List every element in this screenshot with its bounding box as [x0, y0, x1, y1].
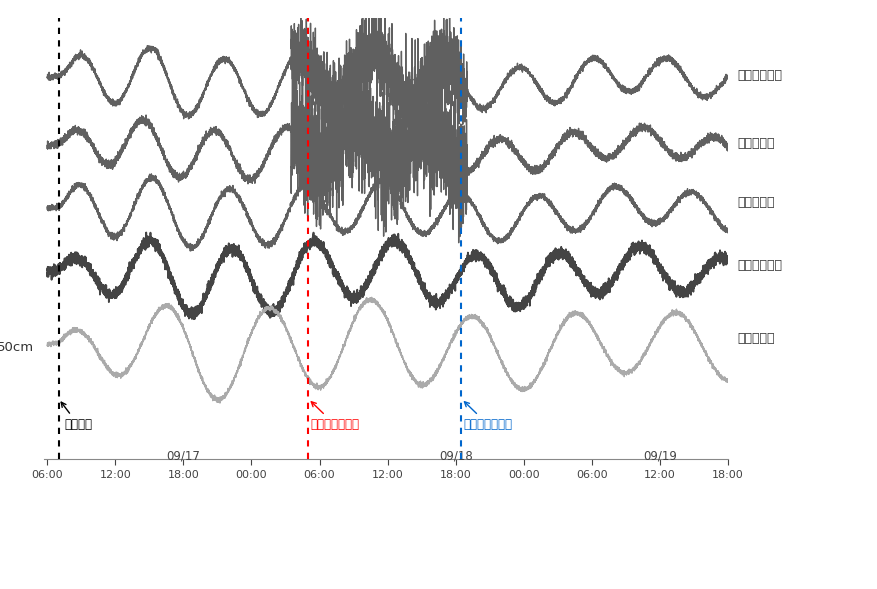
Text: 港）久慈港: 港）久慈港 [737, 137, 774, 150]
Text: 09/19: 09/19 [643, 450, 677, 463]
Text: 09/17: 09/17 [167, 450, 200, 463]
Text: 津波注意報解除: 津波注意報解除 [464, 402, 512, 431]
Text: 津波注意報発表: 津波注意報発表 [310, 402, 360, 431]
Text: 09/18: 09/18 [438, 450, 473, 463]
Text: 港）須崎港: 港）須崎港 [737, 332, 774, 345]
Text: 石巻市髤川: 石巻市髤川 [737, 196, 774, 209]
Text: 50cm: 50cm [0, 341, 33, 354]
Text: 八丈島八重根: 八丈島八重根 [737, 259, 782, 272]
Text: 地震発生: 地震発生 [61, 402, 92, 431]
Text: えりも町底野: えりも町底野 [737, 70, 782, 82]
